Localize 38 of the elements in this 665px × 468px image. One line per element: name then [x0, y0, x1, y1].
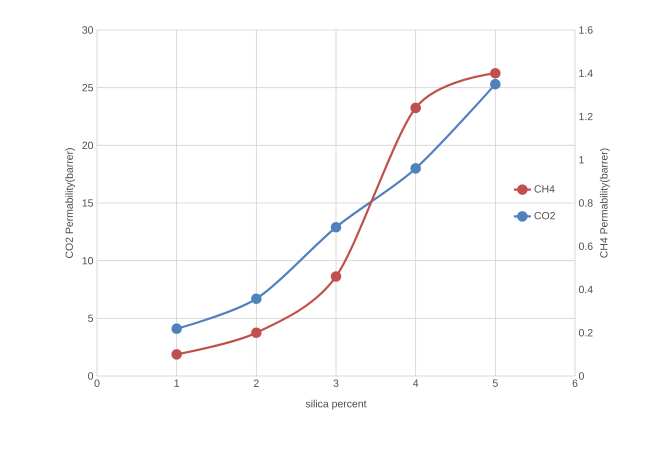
point	[490, 78, 501, 90]
y-tick-label: 0	[88, 372, 94, 380]
y-axis-title: CO2 Permability(barrer)	[65, 148, 76, 258]
point	[410, 163, 421, 174]
y2-tick-label: 0.6	[578, 242, 593, 250]
legend-label: CH4	[534, 185, 555, 193]
y2-tick-label: 0.8	[578, 199, 593, 207]
x-tick-label: 1	[174, 380, 180, 387]
y2-tick-label: 1.4	[579, 70, 593, 77]
y2-tick-label: 0	[578, 372, 584, 380]
y-tick-label: 5	[88, 314, 94, 322]
y2-tick-label: 1.2	[579, 112, 593, 120]
point	[490, 68, 501, 79]
point	[330, 222, 342, 232]
y2-tick-label: 0.4	[578, 286, 593, 294]
y-tick-label: 25	[82, 84, 94, 92]
y-tick-label: 20	[82, 142, 94, 150]
y2-tick-label: 0.2	[578, 329, 593, 336]
point	[251, 293, 262, 304]
point	[171, 349, 182, 360]
y2-axis-title: CH4 Permability(barrer)	[600, 148, 610, 258]
legend-label: CO2	[534, 212, 555, 220]
x-tick-label: 6	[572, 380, 578, 387]
x-tick-label: 5	[492, 380, 498, 387]
x-tick-label: 3	[333, 380, 338, 387]
y2-tick-label: 1.6	[579, 26, 593, 34]
point	[410, 102, 421, 114]
y-tick-label: 15	[82, 199, 94, 207]
x-tick-label: 4	[412, 380, 418, 387]
y-tick-label: 30	[82, 26, 94, 34]
y2-tick-label: 1	[579, 156, 584, 164]
y-tick-label: 10	[82, 256, 94, 264]
point	[330, 271, 342, 282]
x-axis-title: silica percent	[306, 400, 366, 410]
x-tick-label: 2	[254, 380, 259, 387]
point	[171, 323, 182, 334]
x-tick-label: 0	[94, 380, 100, 387]
point	[251, 327, 262, 338]
